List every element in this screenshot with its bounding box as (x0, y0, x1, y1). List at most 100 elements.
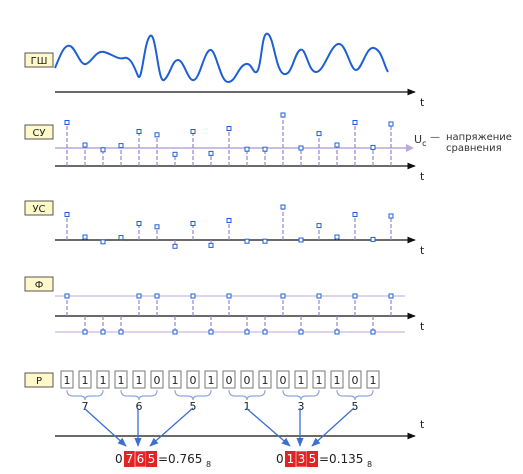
bit-box-14 (312, 370, 326, 389)
su-point-13 (298, 145, 304, 151)
octal-groups: 7 6 5 1 3 5 (66, 389, 374, 413)
f-point-16 (352, 293, 358, 299)
f-point-9 (226, 293, 232, 299)
group-digit-3: 1 (244, 400, 251, 413)
us-point-10 (244, 238, 250, 244)
us-point-11 (262, 238, 268, 244)
su-point-10 (244, 146, 250, 152)
f-point-2 (100, 329, 106, 335)
bit-4: 1 (136, 374, 143, 387)
f-point-15 (334, 329, 340, 335)
f-point-5 (154, 293, 160, 299)
f-point-18 (388, 293, 394, 299)
us-point-6 (172, 243, 178, 249)
f-point-4 (136, 293, 142, 299)
su-point-14 (316, 131, 322, 137)
row-label-gsh-text: ГШ (31, 56, 48, 67)
result-1-prefix: 0. (115, 452, 126, 466)
bit-box-6 (168, 370, 182, 389)
group-digit-1: 6 (136, 400, 143, 413)
threshold-arrowhead (406, 144, 414, 152)
f-point-14 (316, 293, 322, 299)
su-point-9 (226, 126, 232, 131)
bit-box-10 (240, 370, 254, 389)
us-point-4 (136, 221, 142, 226)
row-label-us-text: УС (32, 204, 45, 215)
bit-box-5 (150, 370, 164, 389)
bit-1: 1 (82, 374, 89, 387)
result-2-prefix: 0. (276, 452, 287, 466)
f-samples (64, 293, 394, 335)
bit-11: 1 (262, 374, 269, 387)
su-point-5 (154, 132, 160, 138)
bit-0: 1 (64, 374, 71, 387)
us-point-3 (118, 235, 124, 241)
bit-box-13 (294, 370, 308, 389)
group-digit-4: 3 (298, 400, 305, 413)
axis-f-label: t (420, 320, 425, 333)
us-point-8 (208, 242, 214, 248)
group-bracket-3 (228, 389, 266, 401)
f-point-3 (118, 329, 124, 335)
f-point-13 (298, 329, 304, 335)
axis-r-label: t (420, 418, 425, 431)
bit-box-15 (330, 370, 344, 389)
bit-box-1 (78, 370, 92, 389)
bit-17: 1 (370, 374, 377, 387)
result-2-digit-2: 3 (298, 452, 306, 466)
bit-12: 0 (280, 374, 287, 387)
axis-us-label: t (420, 244, 425, 257)
bit-box-12 (276, 370, 290, 389)
us-point-14 (316, 223, 322, 229)
bit-16: 0 (352, 374, 359, 387)
group-bracket-1 (120, 389, 158, 401)
us-point-13 (298, 237, 304, 243)
us-point-15 (334, 234, 340, 240)
us-point-0 (64, 212, 70, 217)
result-2-equals: =0.135 (319, 452, 363, 466)
result-1-digit-2: 6 (137, 452, 145, 466)
bit-9: 0 (226, 374, 233, 387)
bit-10: 0 (244, 374, 251, 387)
result-2: 0. 1 3 5 =0.135 8 (276, 450, 372, 469)
bit-box-4 (132, 370, 146, 389)
us-samples (64, 204, 394, 249)
result-2-digit-1: 1 (287, 452, 295, 466)
su-point-11 (262, 146, 268, 152)
threshold-dash: — (430, 132, 440, 143)
group-digit-0: 7 (82, 400, 89, 413)
us-point-5 (154, 224, 160, 230)
result-1-digit-1: 7 (126, 452, 134, 466)
axis-gsh-label: t (420, 96, 425, 109)
group-digit-2: 5 (190, 400, 197, 413)
su-point-3 (118, 143, 124, 149)
bit-13: 1 (298, 374, 305, 387)
us-point-9 (226, 218, 232, 223)
result-1-base: 8 (206, 460, 211, 469)
su-point-7 (190, 129, 196, 134)
result-2-digit-3: 5 (309, 452, 317, 466)
bit-box-2 (96, 370, 110, 389)
su-point-2 (100, 147, 106, 153)
su-point-17 (370, 144, 376, 150)
su-point-16 (352, 120, 358, 125)
bit-box-3 (114, 370, 128, 389)
threshold-text-line2: сравнения (446, 143, 502, 154)
result-1-digit-3: 5 (148, 452, 156, 466)
f-point-12 (280, 293, 286, 299)
result-1: 0. 7 6 5 =0.765 8 (115, 450, 211, 469)
noise-signal (54, 32, 389, 84)
f-point-10 (244, 329, 250, 335)
row-label-su: СУ (24, 124, 54, 140)
bit-box-16 (348, 370, 362, 389)
bit-15: 1 (334, 374, 341, 387)
us-point-1 (82, 234, 88, 240)
us-point-2 (100, 239, 106, 245)
row-label-r-text: Р (36, 376, 42, 387)
group-bracket-5 (336, 389, 374, 401)
result-1-equals: =0.765 (158, 452, 202, 466)
f-point-8 (208, 329, 214, 335)
us-point-17 (370, 236, 376, 242)
bit-8: 1 (208, 374, 215, 387)
